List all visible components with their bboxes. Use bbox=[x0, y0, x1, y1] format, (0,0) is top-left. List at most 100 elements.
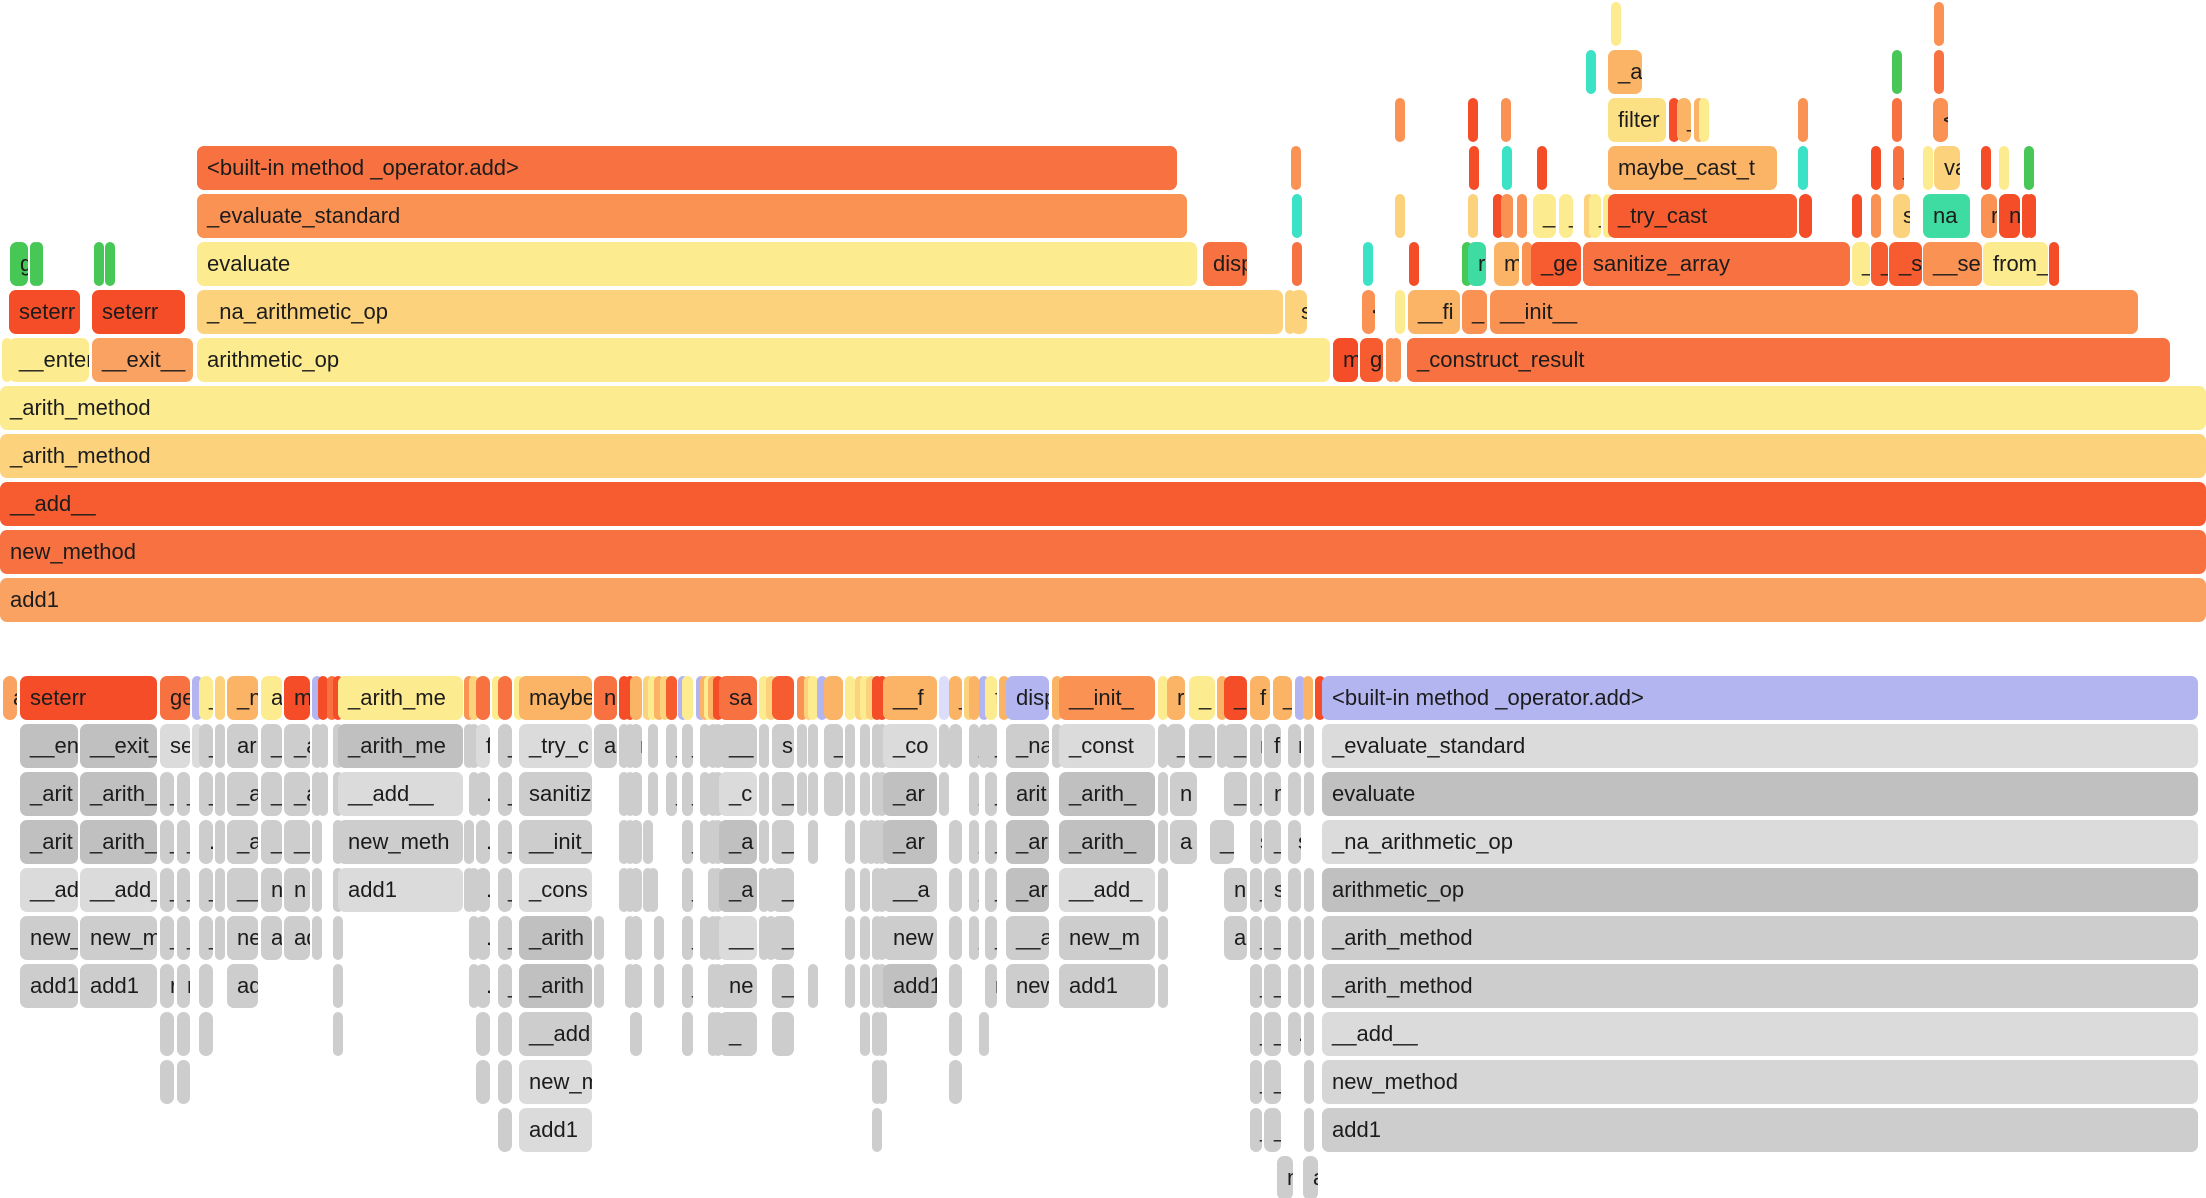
flame-frame[interactable] bbox=[1395, 98, 1405, 142]
flame-frame[interactable]: __init_ bbox=[1059, 676, 1155, 720]
flame-frame[interactable]: r bbox=[845, 964, 855, 1008]
flame-frame[interactable]: a bbox=[261, 676, 282, 720]
flame-frame[interactable]: ne bbox=[719, 964, 757, 1008]
flame-frame[interactable]: ari bbox=[227, 724, 258, 768]
flame-frame[interactable]: _arith bbox=[519, 916, 592, 960]
flame-frame[interactable] bbox=[1158, 916, 1168, 960]
flame-frame[interactable]: < bbox=[1362, 290, 1375, 334]
flame-frame[interactable]: _ bbox=[1250, 772, 1262, 816]
flame-frame[interactable]: . bbox=[1304, 1012, 1314, 1056]
flame-frame[interactable]: n bbox=[985, 964, 997, 1008]
flame-frame[interactable]: r bbox=[1981, 194, 1997, 238]
flame-frame[interactable]: __f bbox=[883, 676, 937, 720]
flame-frame[interactable] bbox=[177, 1012, 190, 1056]
flame-frame[interactable]: . bbox=[939, 772, 949, 816]
flame-frame[interactable] bbox=[1517, 194, 1527, 238]
flame-frame[interactable] bbox=[469, 868, 479, 912]
flame-frame[interactable]: _ bbox=[1189, 724, 1215, 768]
flame-frame[interactable]: _ bbox=[969, 772, 979, 816]
flame-frame[interactable] bbox=[700, 724, 710, 768]
flame-frame[interactable]: a bbox=[215, 916, 225, 960]
flame-frame[interactable] bbox=[713, 724, 723, 768]
flame-frame[interactable]: _ar bbox=[1006, 820, 1049, 864]
flame-frame[interactable]: _ bbox=[1533, 194, 1556, 238]
flame-frame[interactable] bbox=[1798, 98, 1808, 142]
flame-frame[interactable]: _ bbox=[1250, 1108, 1262, 1152]
flame-frame[interactable] bbox=[648, 724, 658, 768]
flame-frame[interactable]: arithmetic_op bbox=[197, 338, 1330, 382]
flame-frame[interactable] bbox=[797, 724, 807, 768]
flame-frame[interactable] bbox=[619, 868, 629, 912]
flame-frame[interactable]: n bbox=[1250, 724, 1262, 768]
flame-frame[interactable]: m bbox=[284, 676, 310, 720]
flame-frame[interactable] bbox=[700, 916, 710, 960]
flame-frame[interactable] bbox=[630, 964, 642, 1008]
flame-frame[interactable] bbox=[866, 820, 876, 864]
flame-frame[interactable]: __exit__ bbox=[92, 338, 193, 382]
flame-frame[interactable]: r bbox=[630, 724, 642, 768]
flame-frame[interactable]: _ bbox=[498, 916, 512, 960]
flame-frame[interactable]: a bbox=[3, 676, 17, 720]
flame-frame[interactable] bbox=[312, 916, 322, 960]
flame-frame[interactable]: _arith_ bbox=[80, 820, 157, 864]
flame-frame[interactable]: _ bbox=[498, 868, 512, 912]
flame-frame[interactable]: _ bbox=[985, 916, 997, 960]
flame-frame[interactable] bbox=[1493, 194, 1503, 238]
flame-frame[interactable]: add1 bbox=[519, 1108, 592, 1152]
flame-frame[interactable]: _ bbox=[985, 868, 997, 912]
flame-frame[interactable]: __init__ bbox=[1490, 290, 2138, 334]
flame-frame[interactable]: __ad bbox=[20, 868, 78, 912]
flame-frame[interactable] bbox=[160, 1012, 174, 1056]
flame-frame[interactable] bbox=[877, 916, 887, 960]
flame-frame[interactable]: . bbox=[476, 772, 490, 816]
flame-frame[interactable] bbox=[476, 1060, 490, 1104]
flame-frame[interactable] bbox=[713, 868, 723, 912]
flame-frame[interactable] bbox=[1798, 146, 1808, 190]
flame-frame[interactable] bbox=[498, 676, 512, 720]
flame-frame[interactable]: new_m bbox=[1059, 916, 1155, 960]
flame-frame[interactable] bbox=[1303, 676, 1313, 720]
flame-frame[interactable]: _ bbox=[1462, 290, 1487, 334]
flame-frame[interactable]: f bbox=[985, 676, 997, 720]
flame-frame[interactable] bbox=[476, 1012, 490, 1056]
flame-frame[interactable] bbox=[1288, 916, 1301, 960]
flame-frame[interactable]: seterr bbox=[9, 290, 80, 334]
flame-frame[interactable] bbox=[1871, 194, 1881, 238]
flame-frame[interactable]: g bbox=[94, 242, 104, 286]
flame-frame[interactable]: new_meth bbox=[338, 820, 463, 864]
flame-frame[interactable]: _co bbox=[883, 724, 937, 768]
flame-frame[interactable]: __se bbox=[1923, 242, 1982, 286]
flame-frame[interactable] bbox=[1999, 146, 2009, 190]
flame-frame[interactable] bbox=[872, 1108, 882, 1152]
flame-frame[interactable]: _ bbox=[1264, 1012, 1281, 1056]
flame-frame[interactable] bbox=[498, 1012, 512, 1056]
flame-frame[interactable]: _ bbox=[1250, 916, 1262, 960]
flame-frame[interactable]: r bbox=[1468, 242, 1486, 286]
flame-frame[interactable]: filter bbox=[1608, 98, 1666, 142]
flame-frame[interactable]: _ bbox=[1264, 916, 1281, 960]
flame-frame[interactable]: s bbox=[1288, 820, 1301, 864]
flame-frame[interactable] bbox=[866, 676, 876, 720]
flame-frame[interactable]: _ bbox=[772, 916, 794, 960]
flame-frame[interactable]: _ bbox=[498, 772, 512, 816]
flame-frame[interactable]: _ bbox=[985, 772, 997, 816]
flame-frame[interactable]: _ bbox=[1264, 820, 1281, 864]
flame-frame[interactable] bbox=[177, 1060, 190, 1104]
flame-frame[interactable]: . bbox=[476, 964, 490, 1008]
flame-frame[interactable]: _const bbox=[1059, 724, 1155, 768]
flame-frame[interactable] bbox=[1892, 98, 1902, 142]
flame-frame[interactable]: _ bbox=[824, 724, 843, 768]
flame-frame[interactable]: add1 bbox=[338, 868, 463, 912]
flame-frame[interactable]: _ bbox=[969, 868, 979, 912]
flame-frame[interactable] bbox=[1871, 146, 1881, 190]
flame-frame[interactable]: arithmetic_op bbox=[1322, 868, 2198, 912]
flame-frame[interactable] bbox=[808, 724, 818, 768]
flame-frame[interactable] bbox=[648, 868, 658, 912]
flame-frame[interactable]: se bbox=[160, 724, 190, 768]
flame-frame[interactable]: s bbox=[1250, 820, 1262, 864]
flame-frame[interactable]: add1 bbox=[0, 578, 2206, 622]
flame-frame[interactable]: _a bbox=[227, 772, 258, 816]
flame-frame[interactable] bbox=[160, 1060, 174, 1104]
flame-frame[interactable] bbox=[1158, 676, 1168, 720]
